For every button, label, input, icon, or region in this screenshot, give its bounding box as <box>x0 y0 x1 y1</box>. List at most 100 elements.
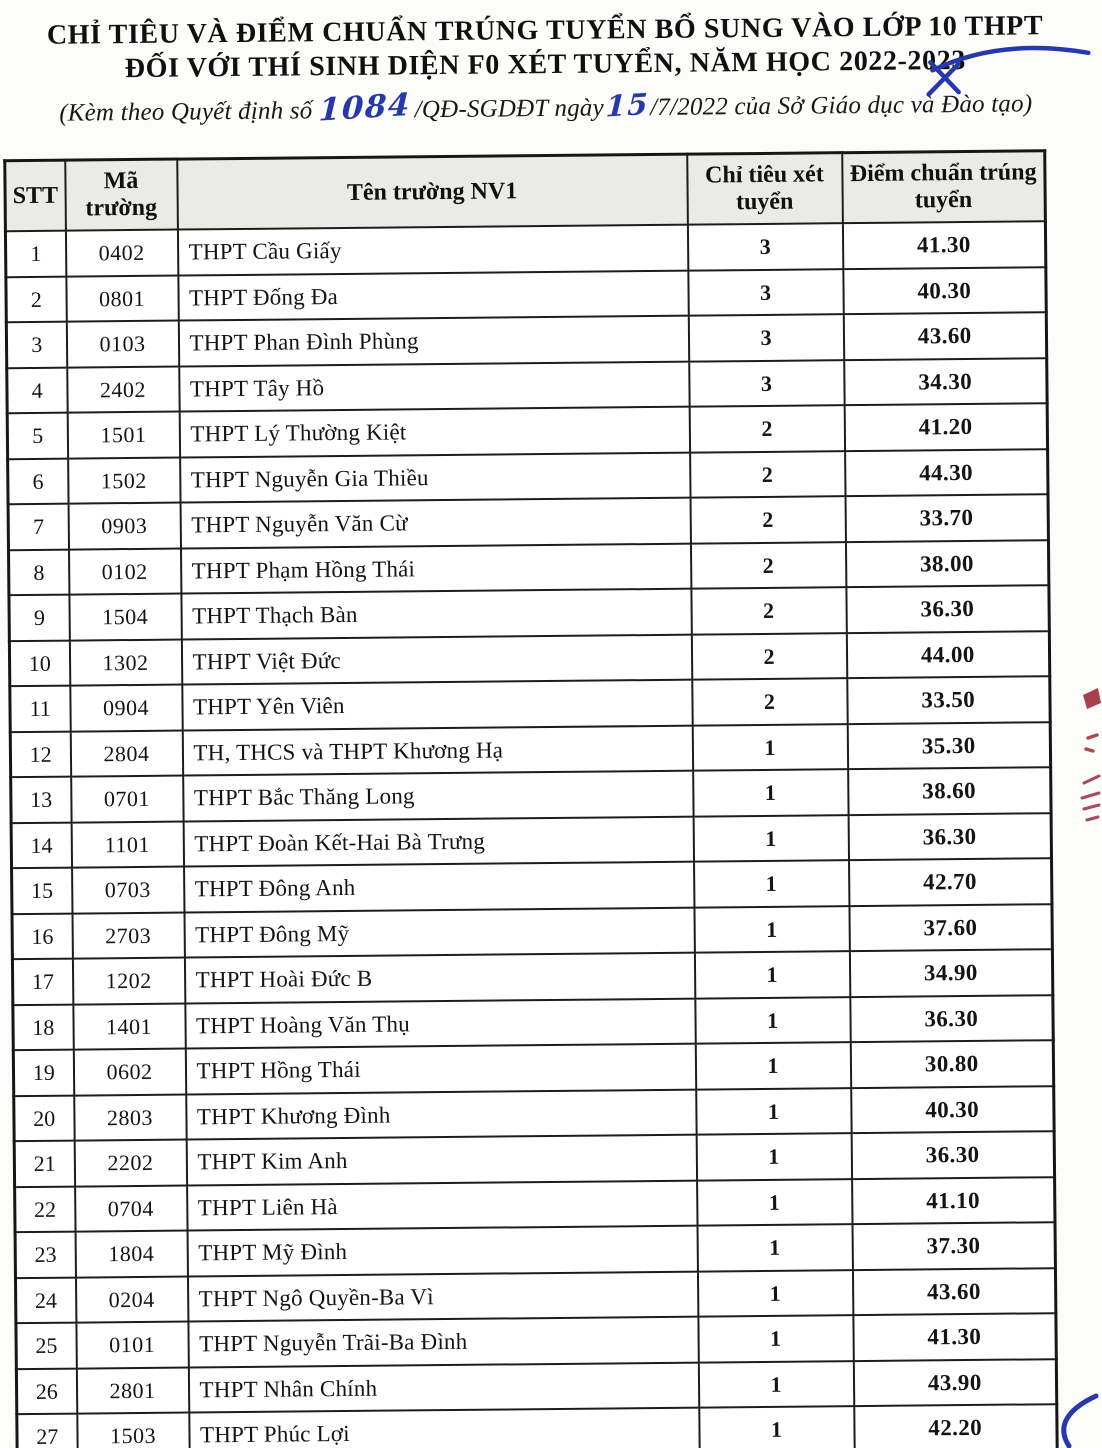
school-code-cell: 2804 <box>70 730 183 777</box>
score-cell: 40.30 <box>850 1086 1055 1134</box>
blue-pen-stroke-icon <box>1061 1393 1099 1448</box>
school-name-cell: THPT Đống Đa <box>177 270 689 321</box>
school-name-cell: THPT Mỹ Đình <box>187 1225 698 1277</box>
handwritten-decision-number: 1084 <box>317 87 412 130</box>
stt-cell: 9 <box>8 594 70 642</box>
school-name-cell: THPT Nhân Chính <box>188 1362 699 1413</box>
school-name-cell: THPT Hoàng Văn Thụ <box>184 998 696 1049</box>
school-name-cell: THPT Kim Anh <box>186 1134 697 1186</box>
school-name-cell: THPT Đông Anh <box>183 861 694 913</box>
score-cell: 36.30 <box>851 1131 1055 1179</box>
quota-cell: 3 <box>688 359 845 407</box>
score-cell: 43.90 <box>853 1358 1057 1407</box>
document-header: CHỈ TIÊU VÀ ĐIỂM CHUẨN TRÚNG TUYỂN BỔ SU… <box>0 0 1097 130</box>
school-name-cell: THPT Đông Mỹ <box>183 907 695 958</box>
school-code-cell: 1804 <box>75 1230 188 1278</box>
handwritten-x-tick-icon <box>926 45 1091 97</box>
quota-cell: 1 <box>697 1315 854 1363</box>
quota-cell: 1 <box>695 1087 852 1135</box>
school-name-cell: THPT Việt Đức <box>181 634 692 685</box>
stt-cell: 11 <box>9 685 71 733</box>
school-code-cell: 1502 <box>67 457 181 504</box>
score-cell: 34.90 <box>849 949 1053 997</box>
stt-cell: 2 <box>5 276 67 323</box>
stt-cell: 17 <box>12 958 73 1005</box>
subtitle-prefix: (Kèm theo Quyết định số <box>59 97 313 128</box>
score-cell: 33.50 <box>846 676 1051 724</box>
quota-cell: 2 <box>689 405 845 453</box>
stt-cell: 1 <box>5 230 66 278</box>
school-code-cell: 0102 <box>68 548 181 595</box>
header-code: Mã trường <box>64 159 178 231</box>
quota-cell: 1 <box>697 1224 853 1272</box>
school-code-cell: 0704 <box>74 1185 188 1232</box>
stt-cell: 19 <box>13 1049 74 1096</box>
school-name-cell: THPT Nguyễn Gia Thiều <box>179 452 691 503</box>
quota-cell: 1 <box>696 1133 852 1181</box>
quota-cell: 2 <box>690 541 846 589</box>
school-code-cell: 1503 <box>76 1412 190 1448</box>
stt-cell: 16 <box>11 913 73 960</box>
school-name-cell: THPT Thạch Bàn <box>180 588 692 640</box>
school-name-cell: THPT Tây Hồ <box>178 361 690 412</box>
header-score: Điểm chuẩn trúng tuyển <box>841 151 1046 224</box>
quota-cell: 3 <box>688 314 844 362</box>
quota-cell: 1 <box>696 1178 853 1226</box>
school-name-cell: THPT Phan Đình Phùng <box>178 315 689 367</box>
stt-cell: 4 <box>6 367 68 414</box>
score-cell: 43.60 <box>852 1267 1056 1316</box>
stt-cell: 13 <box>10 776 72 824</box>
stt-cell: 21 <box>14 1140 75 1187</box>
school-name-cell: THPT Nguyễn Văn Cừ <box>180 497 691 549</box>
table-header-row: STT Mã trường Tên trường NV1 Chỉ tiêu xé… <box>4 151 1046 232</box>
school-code-cell: 1401 <box>72 1003 186 1050</box>
stt-cell: 3 <box>6 321 67 369</box>
quota-cell: 2 <box>691 632 847 680</box>
score-cell: 35.30 <box>847 722 1051 770</box>
school-name-cell: THPT Phạm Hồng Thái <box>180 543 691 594</box>
school-code-cell: 0602 <box>73 1048 186 1096</box>
score-cell: 41.30 <box>852 1313 1057 1361</box>
school-name-cell: THPT Phúc Lợi <box>188 1407 700 1448</box>
stt-cell: 8 <box>8 549 69 596</box>
score-cell: 44.00 <box>846 631 1050 679</box>
school-code-cell: 0402 <box>65 229 178 277</box>
header-school: Tên trường NV1 <box>176 154 688 230</box>
quota-cell: 1 <box>694 951 850 999</box>
quota-cell: 1 <box>698 1406 855 1448</box>
stt-cell: 18 <box>12 1004 74 1051</box>
red-stamp-fragment-icon <box>1080 688 1101 822</box>
score-cell: 41.30 <box>842 221 1046 269</box>
stt-cell: 24 <box>15 1277 76 1324</box>
quota-cell: 1 <box>695 1042 851 1090</box>
subtitle-middle: /QĐ-SGDĐT ngày <box>414 94 604 124</box>
school-name-cell: THPT Cầu Giấy <box>177 224 688 276</box>
school-code-cell: 0703 <box>71 866 184 914</box>
quota-cell: 1 <box>692 769 849 817</box>
school-code-cell: 0903 <box>68 502 181 550</box>
school-name-cell: THPT Yên Viên <box>181 679 693 731</box>
score-cell: 43.60 <box>843 312 1047 360</box>
quota-cell: 1 <box>697 1269 853 1317</box>
school-code-cell: 0904 <box>69 684 183 732</box>
school-code-cell: 0103 <box>66 320 179 368</box>
school-code-cell: 1504 <box>68 593 182 641</box>
school-name-cell: THPT Đoàn Kết-Hai Bà Trưng <box>183 816 694 867</box>
quota-cell: 1 <box>694 996 851 1044</box>
score-cell: 33.70 <box>845 494 1049 542</box>
score-cell: 36.30 <box>845 585 1050 633</box>
school-name-cell: THPT Nguyễn Trãi-Ba Đình <box>187 1316 699 1368</box>
admission-score-table: STT Mã trường Tên trường NV1 Chỉ tiêu xé… <box>3 149 1060 1448</box>
score-cell: 42.70 <box>848 858 1052 906</box>
score-cell: 41.10 <box>851 1177 1056 1225</box>
quota-cell: 2 <box>691 678 848 726</box>
school-name-cell: THPT Bắc Thăng Long <box>182 770 694 822</box>
school-code-cell: 1101 <box>71 821 184 868</box>
school-name-cell: THPT Hoài Đức B <box>184 952 695 1004</box>
quota-cell: 3 <box>687 223 843 271</box>
stt-cell: 7 <box>8 503 69 551</box>
stt-cell: 20 <box>13 1095 75 1142</box>
score-cell: 37.60 <box>848 904 1053 952</box>
